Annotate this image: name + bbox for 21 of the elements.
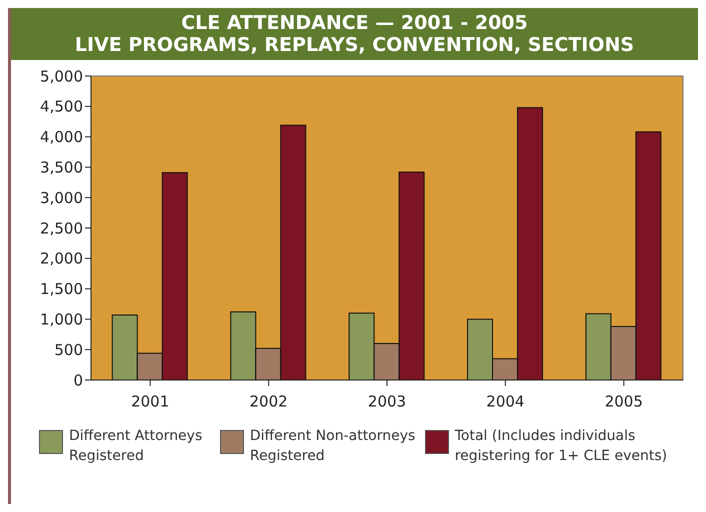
y-tick-label: 2,000 (40, 250, 83, 268)
chart-subtitle: LIVE PROGRAMS, REPLAYS, CONVENTION, SECTIONS (74, 34, 636, 56)
y-tick-label: 4,500 (40, 98, 83, 116)
legend-label: Different Attorneys Registered (69, 427, 204, 466)
y-tick-label: 500 (54, 340, 83, 359)
x-tick-label: 2004 (486, 392, 524, 411)
y-tick-label: 0 (73, 371, 83, 390)
x-tick-label: 2002 (250, 392, 288, 411)
x-tick-label: 2001 (131, 392, 170, 411)
y-tick-label: 1,500 (40, 280, 83, 298)
y-tick-label: 3,500 (40, 158, 83, 177)
x-tick-label: 2005 (604, 392, 643, 411)
y-tick-label: 1,000 (40, 310, 83, 329)
y-tick-label: 3,000 (40, 188, 83, 207)
legend-label: Different Non-attorneys Registered (250, 427, 416, 466)
y-tick-label: 4,000 (40, 128, 83, 146)
legend-label: Total (Includes individuals registering for 1+ CLE events) (454, 427, 668, 466)
chart-title: CLE ATTENDANCE — 2001 - 2005 (180, 12, 529, 34)
x-tick-label: 2003 (368, 392, 406, 411)
y-tick-label: 5,000 (40, 67, 83, 86)
y-tick-label: 2,500 (40, 219, 83, 238)
